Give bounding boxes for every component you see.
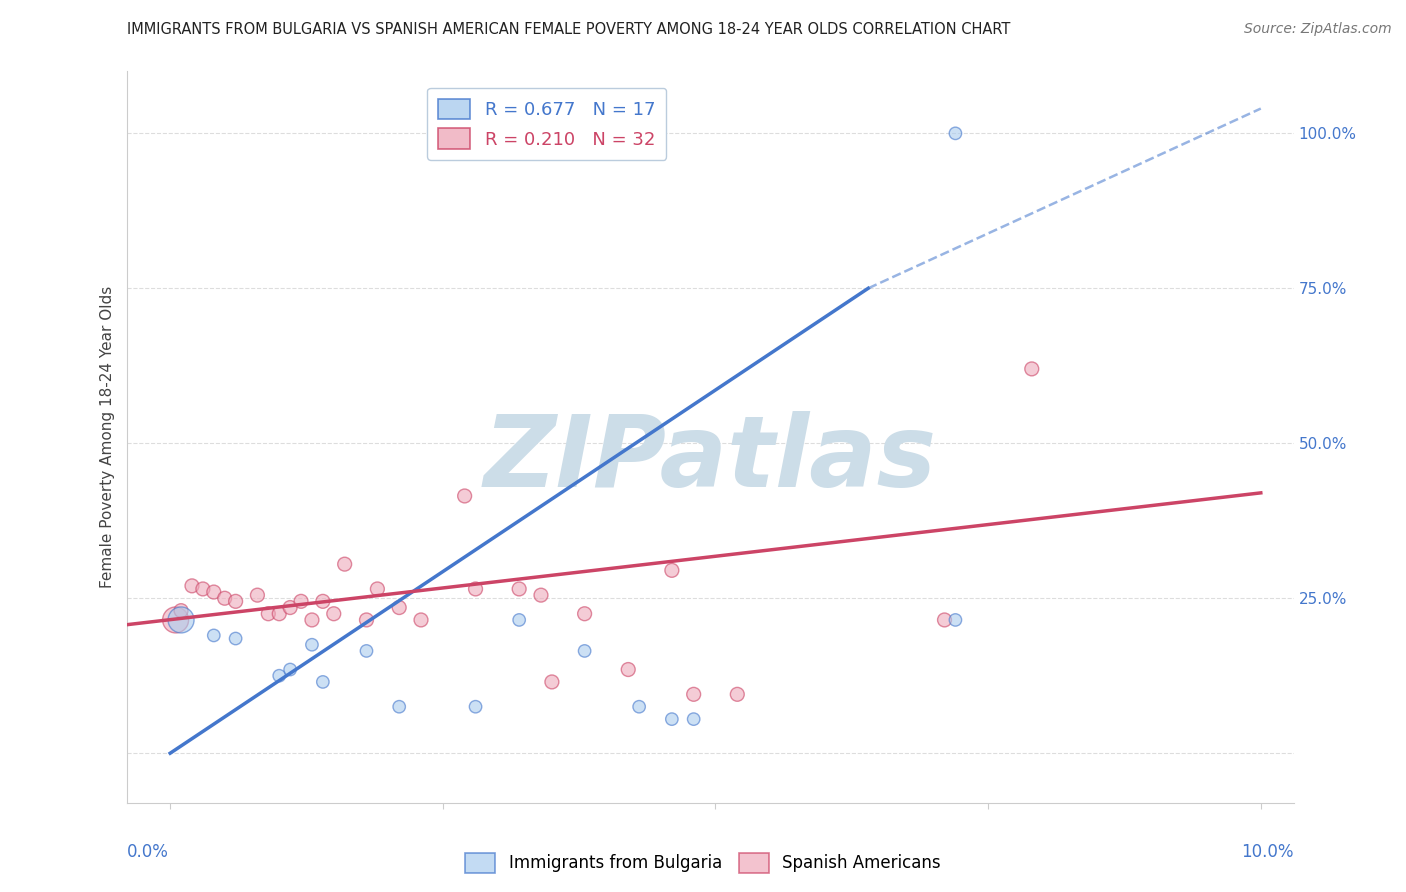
Point [181, 579, 204, 593]
Point [464, 699, 486, 714]
Point [257, 607, 280, 621]
Point [356, 613, 378, 627]
Point [1021, 362, 1043, 376]
Point [661, 712, 683, 726]
Point [628, 699, 651, 714]
Point [278, 600, 301, 615]
Point [301, 613, 323, 627]
Point [366, 582, 388, 596]
Point [508, 582, 530, 596]
Point [617, 663, 640, 677]
Point [530, 588, 553, 602]
Point [356, 644, 378, 658]
Point [388, 699, 411, 714]
Point [225, 594, 247, 608]
Y-axis label: Female Poverty Among 18-24 Year Olds: Female Poverty Among 18-24 Year Olds [100, 286, 115, 588]
Point [464, 582, 486, 596]
Point [290, 594, 312, 608]
Point [214, 591, 236, 606]
Point [945, 613, 967, 627]
Point [945, 126, 967, 140]
Point [574, 644, 596, 658]
Point [301, 638, 323, 652]
Point [312, 674, 335, 689]
Point [409, 613, 432, 627]
Point [269, 607, 291, 621]
Point [661, 563, 683, 577]
Point [453, 489, 475, 503]
Text: 10.0%: 10.0% [1241, 843, 1294, 861]
Text: IMMIGRANTS FROM BULGARIA VS SPANISH AMERICAN FEMALE POVERTY AMONG 18-24 YEAR OLD: IMMIGRANTS FROM BULGARIA VS SPANISH AMER… [127, 22, 1010, 37]
Point [682, 712, 704, 726]
Point [508, 613, 530, 627]
Text: 0.0%: 0.0% [127, 843, 169, 861]
Point [725, 687, 748, 701]
Point [278, 663, 301, 677]
Point [333, 557, 356, 571]
Point [170, 613, 193, 627]
Point [682, 687, 704, 701]
Text: ZIPatlas: ZIPatlas [484, 410, 936, 508]
Text: Source: ZipAtlas.com: Source: ZipAtlas.com [1244, 22, 1392, 37]
Point [202, 585, 225, 599]
Point [202, 628, 225, 642]
Point [246, 588, 269, 602]
Legend: R = 0.677   N = 17, R = 0.210   N = 32: R = 0.677 N = 17, R = 0.210 N = 32 [427, 87, 666, 160]
Point [191, 582, 214, 596]
Point [388, 600, 411, 615]
Point [541, 674, 564, 689]
Legend: Immigrants from Bulgaria, Spanish Americans: Immigrants from Bulgaria, Spanish Americ… [458, 847, 948, 880]
Point [312, 594, 335, 608]
Point [170, 604, 193, 618]
Point [322, 607, 344, 621]
Point [934, 613, 956, 627]
Point [574, 607, 596, 621]
Point [269, 669, 291, 683]
Point [225, 632, 247, 646]
Point [165, 613, 187, 627]
